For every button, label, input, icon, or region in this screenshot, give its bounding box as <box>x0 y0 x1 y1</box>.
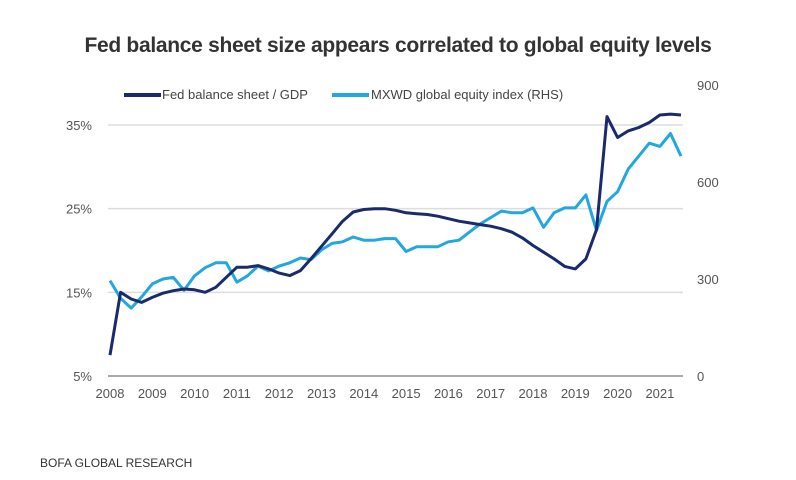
series-line-1 <box>108 132 683 310</box>
left-axis-tick-label: 25% <box>66 202 92 217</box>
right-axis-tick-label: 900 <box>697 78 719 93</box>
left-axis-tick-label: 35% <box>66 118 92 133</box>
x-axis-tick-label: 2019 <box>561 386 590 401</box>
legend-label: Fed balance sheet / GDP <box>162 87 308 102</box>
x-axis-tick-label: 2011 <box>223 386 251 401</box>
left-axis-tick-label: 15% <box>66 285 92 300</box>
x-axis-tick-label: 2015 <box>392 386 421 401</box>
right-axis-tick-label: 0 <box>697 369 704 384</box>
series-line-0 <box>108 112 682 356</box>
right-axis-tick-label: 600 <box>697 175 719 190</box>
x-axis-tick-label: 2012 <box>265 386 294 401</box>
right-axis-tick-label: 300 <box>697 272 719 287</box>
source-label: BOFA GLOBAL RESEARCH <box>40 456 193 470</box>
x-axis-tick-label: 2018 <box>519 386 548 401</box>
x-axis-tick-label: 2014 <box>349 386 378 401</box>
x-axis-tick-label: 2021 <box>645 386 674 401</box>
x-axis-tick-label: 2013 <box>307 386 336 401</box>
x-axis-tick-label: 2009 <box>138 386 167 401</box>
chart-title: Fed balance sheet size appears correlate… <box>84 34 712 57</box>
x-axis-tick-label: 2010 <box>180 386 209 401</box>
x-axis-tick-label: 2016 <box>434 386 463 401</box>
legend-label: MXWD global equity index (RHS) <box>371 87 563 102</box>
x-axis-tick-label: 2020 <box>603 386 632 401</box>
left-axis-tick-label: 5% <box>73 369 92 384</box>
x-axis-tick-label: 2008 <box>96 386 125 401</box>
x-axis-tick-label: 2017 <box>476 386 505 401</box>
